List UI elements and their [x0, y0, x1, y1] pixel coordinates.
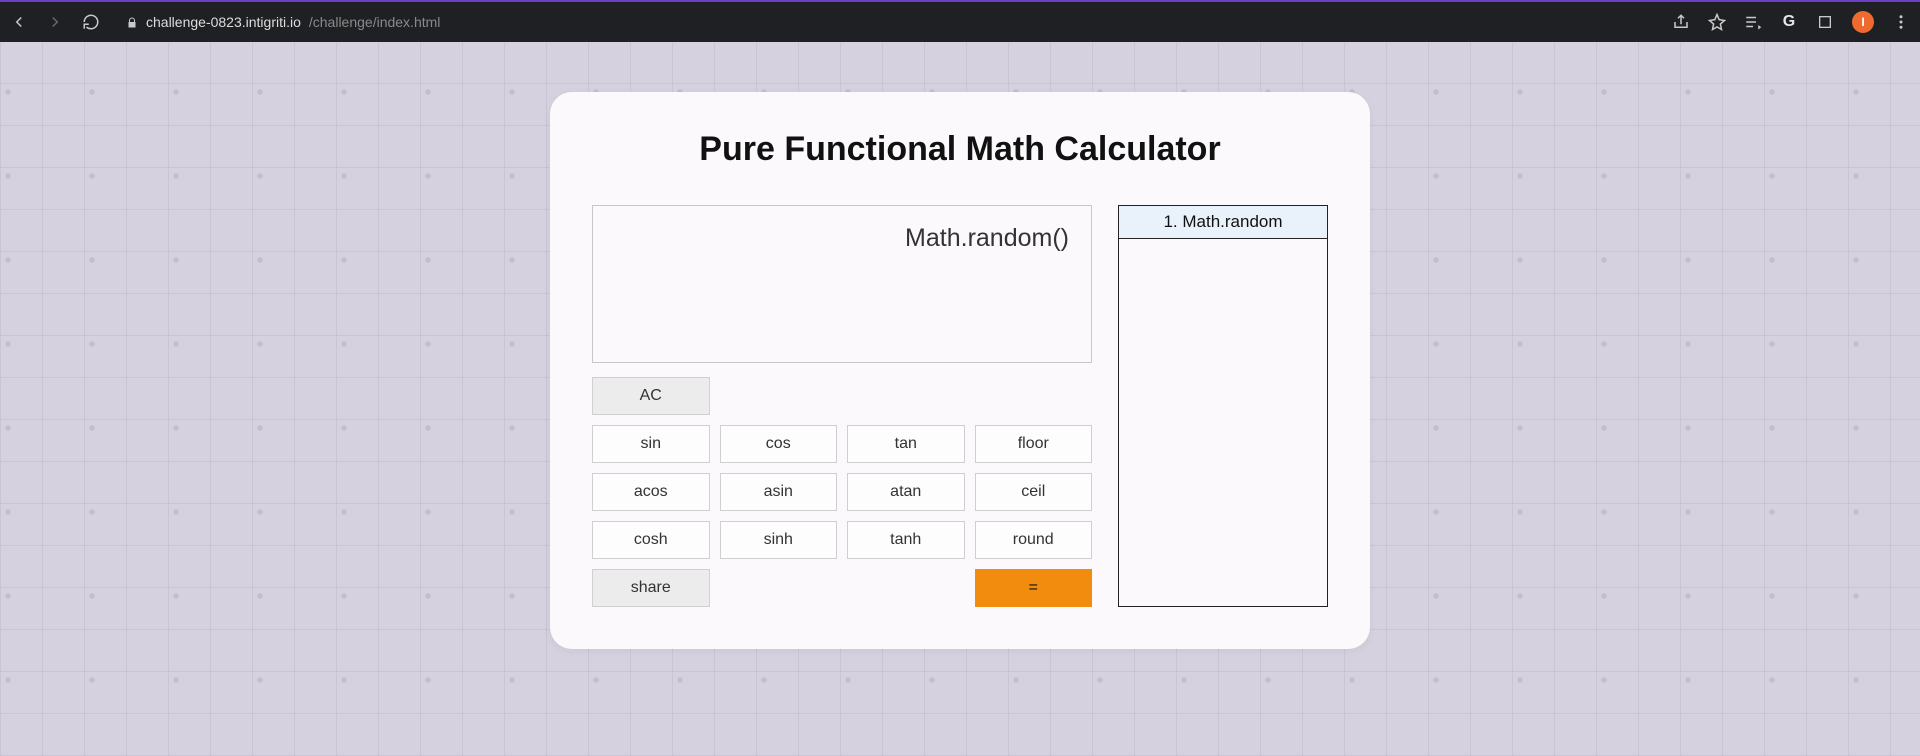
fn-round-button[interactable]: round: [975, 521, 1093, 559]
history-item[interactable]: 1. Math.random: [1119, 206, 1327, 239]
star-icon[interactable]: [1708, 13, 1726, 31]
columns: Math.random() AC sin cos tan floor acos …: [592, 205, 1328, 607]
fn-sin-button[interactable]: sin: [592, 425, 710, 463]
row-ac: AC: [592, 377, 1092, 415]
menu-icon[interactable]: [1892, 13, 1910, 31]
browser-chrome: challenge-0823.intigriti.io/challenge/in…: [0, 0, 1920, 42]
ac-button[interactable]: AC: [592, 377, 710, 415]
google-icon[interactable]: G: [1780, 13, 1798, 31]
fn-tan-button[interactable]: tan: [847, 425, 965, 463]
fn-acos-button[interactable]: acos: [592, 473, 710, 511]
row-bottom: share =: [592, 569, 1092, 607]
fn-sinh-button[interactable]: sinh: [720, 521, 838, 559]
address-bar[interactable]: challenge-0823.intigriti.io/challenge/in…: [126, 14, 440, 30]
page-viewport: Pure Functional Math Calculator Math.ran…: [0, 42, 1920, 756]
fn-ceil-button[interactable]: ceil: [975, 473, 1093, 511]
display: Math.random(): [592, 205, 1092, 363]
chrome-nav: challenge-0823.intigriti.io/challenge/in…: [10, 13, 440, 31]
fn-tanh-button[interactable]: tanh: [847, 521, 965, 559]
reload-button[interactable]: [82, 13, 100, 31]
left-column: Math.random() AC sin cos tan floor acos …: [592, 205, 1092, 607]
url-path: /challenge/index.html: [309, 14, 441, 30]
fn-atan-button[interactable]: atan: [847, 473, 965, 511]
fn-cosh-button[interactable]: cosh: [592, 521, 710, 559]
lock-icon: [126, 16, 138, 28]
equals-button[interactable]: =: [975, 569, 1093, 607]
profile-avatar[interactable]: I: [1852, 11, 1874, 33]
share-button[interactable]: share: [592, 569, 710, 607]
back-button[interactable]: [10, 13, 28, 31]
extensions-icon[interactable]: [1816, 13, 1834, 31]
avatar-letter: I: [1861, 15, 1864, 29]
page-title: Pure Functional Math Calculator: [592, 130, 1328, 169]
share-icon[interactable]: [1672, 13, 1690, 31]
fn-cos-button[interactable]: cos: [720, 425, 838, 463]
calculator-card: Pure Functional Math Calculator Math.ran…: [550, 92, 1370, 649]
button-grid: sin cos tan floor acos asin atan ceil co…: [592, 425, 1092, 559]
fn-asin-button[interactable]: asin: [720, 473, 838, 511]
url-host: challenge-0823.intigriti.io: [146, 14, 301, 30]
fn-floor-button[interactable]: floor: [975, 425, 1093, 463]
chrome-actions: G I: [1672, 11, 1910, 33]
forward-button[interactable]: [46, 13, 64, 31]
playlist-icon[interactable]: [1744, 13, 1762, 31]
history-panel: 1. Math.random: [1118, 205, 1328, 607]
